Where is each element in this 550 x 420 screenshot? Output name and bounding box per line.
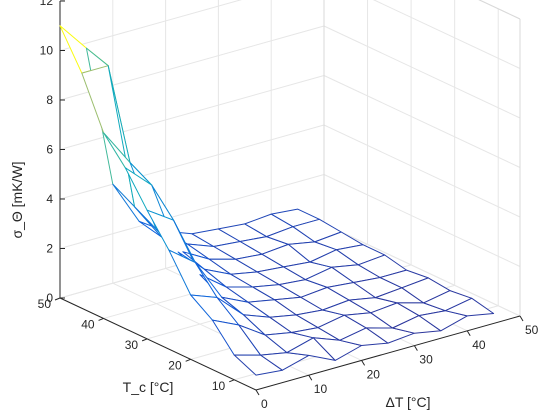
y-tick-label: 10	[212, 379, 226, 393]
x-tick-mark	[466, 330, 471, 337]
x-tick-mark	[361, 360, 366, 366]
y-tick-label: 40	[81, 317, 95, 331]
z-tick-label: 0	[46, 291, 53, 305]
x-tick-label: 10	[314, 382, 328, 396]
x-tick-label: 30	[419, 353, 433, 367]
y-axis-label: T_c [°C]	[123, 379, 174, 395]
x-tick-mark	[308, 374, 313, 381]
surface-cell	[444, 297, 495, 317]
right-grid-z	[372, 0, 521, 69]
back-grid-z	[59, 0, 243, 51]
y-tick-mark	[141, 338, 148, 342]
x-tick-label: 50	[525, 323, 539, 337]
y-tick-label: 50	[38, 297, 52, 311]
right-grid-z	[323, 223, 521, 317]
x-tick-mark	[255, 389, 260, 396]
x-axis-label: ΔT [°C]	[385, 394, 430, 410]
z-tick-label: 12	[40, 0, 54, 8]
right-grid-z	[323, 75, 521, 168]
z-tick-label: 6	[46, 143, 53, 157]
x-tick-label: 20	[367, 367, 381, 381]
right-top-edge	[478, 0, 521, 20]
right-grid-z	[323, 174, 521, 267]
x-tick-label: 0	[261, 397, 268, 411]
z-axis-label: σ_Θ [mK/W]	[9, 161, 25, 238]
x-tick-mark	[519, 315, 524, 322]
right-grid-z	[323, 25, 521, 119]
z-tick-label: 8	[46, 93, 53, 107]
back-grid-z	[59, 174, 325, 249]
z-tick-label: 2	[46, 242, 53, 256]
y-tick-mark	[229, 379, 235, 383]
y-tick-mark	[98, 317, 104, 321]
x-tick-label: 40	[472, 338, 486, 352]
surface-mesh	[59, 25, 495, 376]
right-grid-z	[323, 124, 521, 218]
y-axis-line	[59, 297, 257, 391]
y-tick-mark	[54, 297, 61, 301]
y-tick-label: 20	[168, 358, 182, 372]
x-axis-line	[255, 315, 521, 391]
back-grid-z	[59, 124, 325, 200]
z-tick-label: 4	[46, 192, 53, 206]
z-tick-label: 10	[40, 44, 54, 58]
right-wall-pane	[324, 0, 520, 316]
y-tick-mark	[185, 358, 191, 362]
y-tick-label: 30	[125, 338, 139, 352]
x-tick-mark	[413, 345, 418, 351]
